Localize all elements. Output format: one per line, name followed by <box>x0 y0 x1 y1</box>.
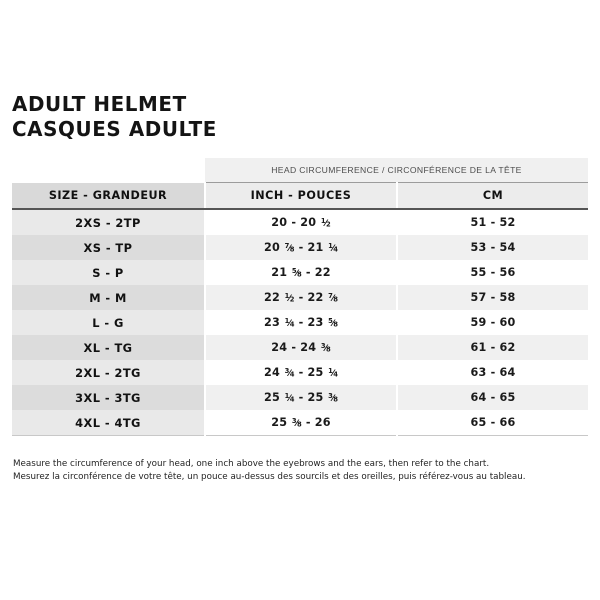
cell-cm: 57 - 58 <box>396 285 588 310</box>
table-band-row: HEAD CIRCUMFERENCE / CIRCONFÉRENCE DE LA… <box>12 158 588 183</box>
cell-inch: 25 3⁄8 - 26 <box>204 410 397 436</box>
cell-inch: 20 - 20 1⁄2 <box>204 209 397 235</box>
size-table: HEAD CIRCUMFERENCE / CIRCONFÉRENCE DE LA… <box>12 158 588 436</box>
cell-inch: 25 1⁄4 - 25 3⁄8 <box>204 385 397 410</box>
table-row: M - M 22 1⁄2 - 22 7⁄8 57 - 58 <box>12 285 588 310</box>
cell-size: 2XL - 2TG <box>12 360 205 385</box>
table-row: 2XL - 2TG 24 3⁄4 - 25 1⁄4 63 - 64 <box>12 360 588 385</box>
cell-cm: 65 - 66 <box>396 410 588 436</box>
cell-cm: 55 - 56 <box>396 260 588 285</box>
cell-size: 2XS - 2TP <box>12 209 205 235</box>
cell-cm: 63 - 64 <box>396 360 588 385</box>
cell-inch: 23 1⁄4 - 23 5⁄8 <box>204 310 397 335</box>
cell-inch: 21 5⁄8 - 22 <box>204 260 397 285</box>
cell-size: 4XL - 4TG <box>12 410 205 436</box>
cell-size: L - G <box>12 310 205 335</box>
footnote-french: Mesurez la circonférence de votre tête, … <box>13 472 526 482</box>
footnotes: Measure the circumference of your head, … <box>13 458 583 484</box>
table-row: 4XL - 4TG 25 3⁄8 - 26 65 - 66 <box>12 410 588 436</box>
column-header-inch: INCH - POUCES <box>204 182 397 210</box>
cell-inch: 20 7⁄8 - 21 1⁄4 <box>204 235 397 260</box>
title-english: ADULT HELMET <box>12 92 187 116</box>
table-body: 2XS - 2TP 20 - 20 1⁄2 51 - 52 XS - TP 20… <box>12 209 588 436</box>
table-row: XL - TG 24 - 24 3⁄8 61 - 62 <box>12 335 588 360</box>
cell-cm: 53 - 54 <box>396 235 588 260</box>
cell-size: XL - TG <box>12 335 205 360</box>
cell-inch: 22 1⁄2 - 22 7⁄8 <box>204 285 397 310</box>
table-head: HEAD CIRCUMFERENCE / CIRCONFÉRENCE DE LA… <box>12 158 588 210</box>
size-table-wrapper: HEAD CIRCUMFERENCE / CIRCONFÉRENCE DE LA… <box>12 158 588 436</box>
cell-size: S - P <box>12 260 205 285</box>
table-row: 3XL - 3TG 25 1⁄4 - 25 3⁄8 64 - 65 <box>12 385 588 410</box>
cell-cm: 61 - 62 <box>396 335 588 360</box>
column-header-size: SIZE - GRANDEUR <box>12 182 205 210</box>
cell-inch: 24 3⁄4 - 25 1⁄4 <box>204 360 397 385</box>
table-row: XS - TP 20 7⁄8 - 21 1⁄4 53 - 54 <box>12 235 588 260</box>
table-header-row: SIZE - GRANDEUR INCH - POUCES CM <box>12 182 588 210</box>
footnote-english: Measure the circumference of your head, … <box>13 459 490 469</box>
cell-cm: 51 - 52 <box>396 209 588 235</box>
cell-inch: 24 - 24 3⁄8 <box>204 335 397 360</box>
table-row: S - P 21 5⁄8 - 22 55 - 56 <box>12 260 588 285</box>
cell-cm: 59 - 60 <box>396 310 588 335</box>
table-row: 2XS - 2TP 20 - 20 1⁄2 51 - 52 <box>12 209 588 235</box>
cell-size: XS - TP <box>12 235 205 260</box>
head-circumference-band: HEAD CIRCUMFERENCE / CIRCONFÉRENCE DE LA… <box>205 158 588 183</box>
cell-size: 3XL - 3TG <box>12 385 205 410</box>
page-title: ADULT HELMET CASQUES ADULTE <box>12 92 572 142</box>
title-french: CASQUES ADULTE <box>12 117 217 141</box>
table-row: L - G 23 1⁄4 - 23 5⁄8 59 - 60 <box>12 310 588 335</box>
column-header-cm: CM <box>396 182 588 210</box>
cell-cm: 64 - 65 <box>396 385 588 410</box>
cell-size: M - M <box>12 285 205 310</box>
band-spacer <box>12 158 205 183</box>
